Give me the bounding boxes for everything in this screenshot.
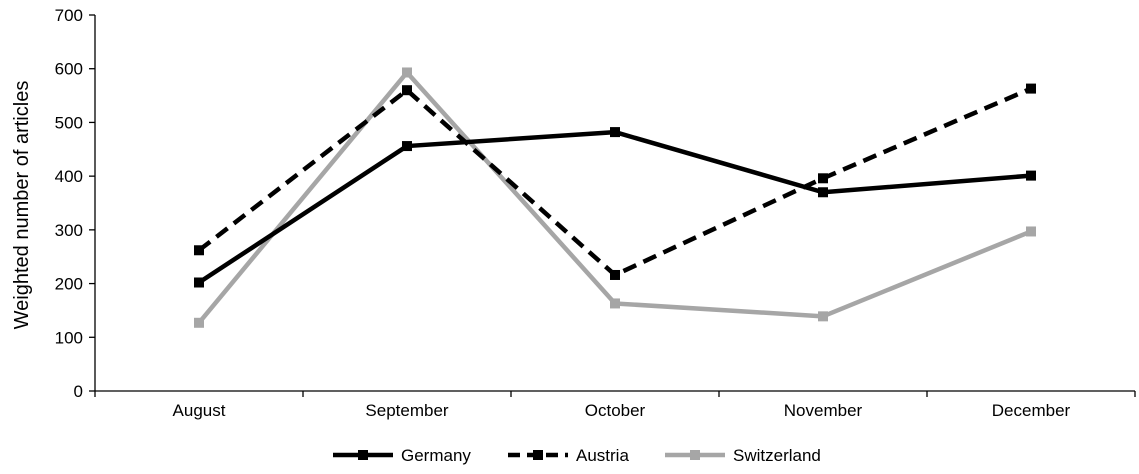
y-tick-label-600: 600 bbox=[55, 60, 83, 79]
data-point-austria-october bbox=[610, 269, 620, 280]
legend-marker-austria bbox=[533, 450, 543, 460]
data-point-switzerland-october bbox=[610, 298, 620, 309]
series-line-austria bbox=[197, 86, 1032, 278]
y-tick-label-300: 300 bbox=[55, 221, 83, 240]
data-point-austria-august bbox=[194, 245, 204, 256]
data-point-austria-november bbox=[818, 173, 828, 184]
series-line-switzerland bbox=[197, 70, 1032, 325]
x-tick-label-august: August bbox=[173, 401, 226, 420]
legend-label-germany: Germany bbox=[401, 446, 471, 465]
data-point-germany-december bbox=[1026, 170, 1036, 181]
data-point-austria-december bbox=[1026, 83, 1036, 94]
data-point-germany-september bbox=[402, 141, 412, 152]
data-point-germany-october bbox=[610, 127, 620, 138]
y-tick-label-200: 200 bbox=[55, 275, 83, 294]
data-point-switzerland-december bbox=[1026, 226, 1036, 237]
x-tick-label-october: October bbox=[585, 401, 646, 420]
y-axis-title: Weighted number of articles bbox=[11, 81, 33, 330]
legend: Germany Austria Switzerland bbox=[333, 446, 821, 465]
legend-marker-switzerland bbox=[690, 450, 700, 460]
plot-area: 0 100 200 300 400 500 600 700 August September Oct… bbox=[55, 6, 1136, 420]
data-point-switzerland-november bbox=[818, 311, 828, 322]
x-tick-label-september: September bbox=[365, 401, 448, 420]
legend-label-switzerland: Switzerland bbox=[733, 446, 821, 465]
x-tick-label-december: December bbox=[992, 401, 1071, 420]
data-point-germany-november bbox=[818, 187, 828, 198]
data-point-switzerland-september bbox=[402, 67, 412, 78]
y-tick-label-400: 400 bbox=[55, 167, 83, 186]
data-point-switzerland-august bbox=[194, 317, 204, 328]
data-point-germany-august bbox=[194, 277, 204, 288]
data-point-austria-september bbox=[402, 85, 412, 96]
legend-label-austria: Austria bbox=[576, 446, 629, 465]
y-tick-label-0: 0 bbox=[74, 382, 83, 401]
y-tick-label-700: 700 bbox=[55, 6, 83, 25]
legend-marker-germany bbox=[358, 450, 368, 460]
y-tick-label-100: 100 bbox=[55, 328, 83, 347]
y-tick-label-500: 500 bbox=[55, 113, 83, 132]
x-tick-label-november: November bbox=[784, 401, 863, 420]
